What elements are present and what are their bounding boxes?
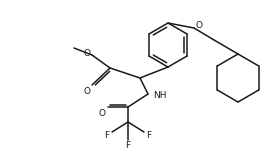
Text: F: F <box>147 131 152 140</box>
Text: O: O <box>84 86 90 95</box>
Text: O: O <box>196 21 202 30</box>
Text: F: F <box>126 142 131 151</box>
Text: O: O <box>98 109 106 118</box>
Text: F: F <box>105 131 110 140</box>
Text: O: O <box>84 49 90 58</box>
Text: NH: NH <box>153 91 167 100</box>
